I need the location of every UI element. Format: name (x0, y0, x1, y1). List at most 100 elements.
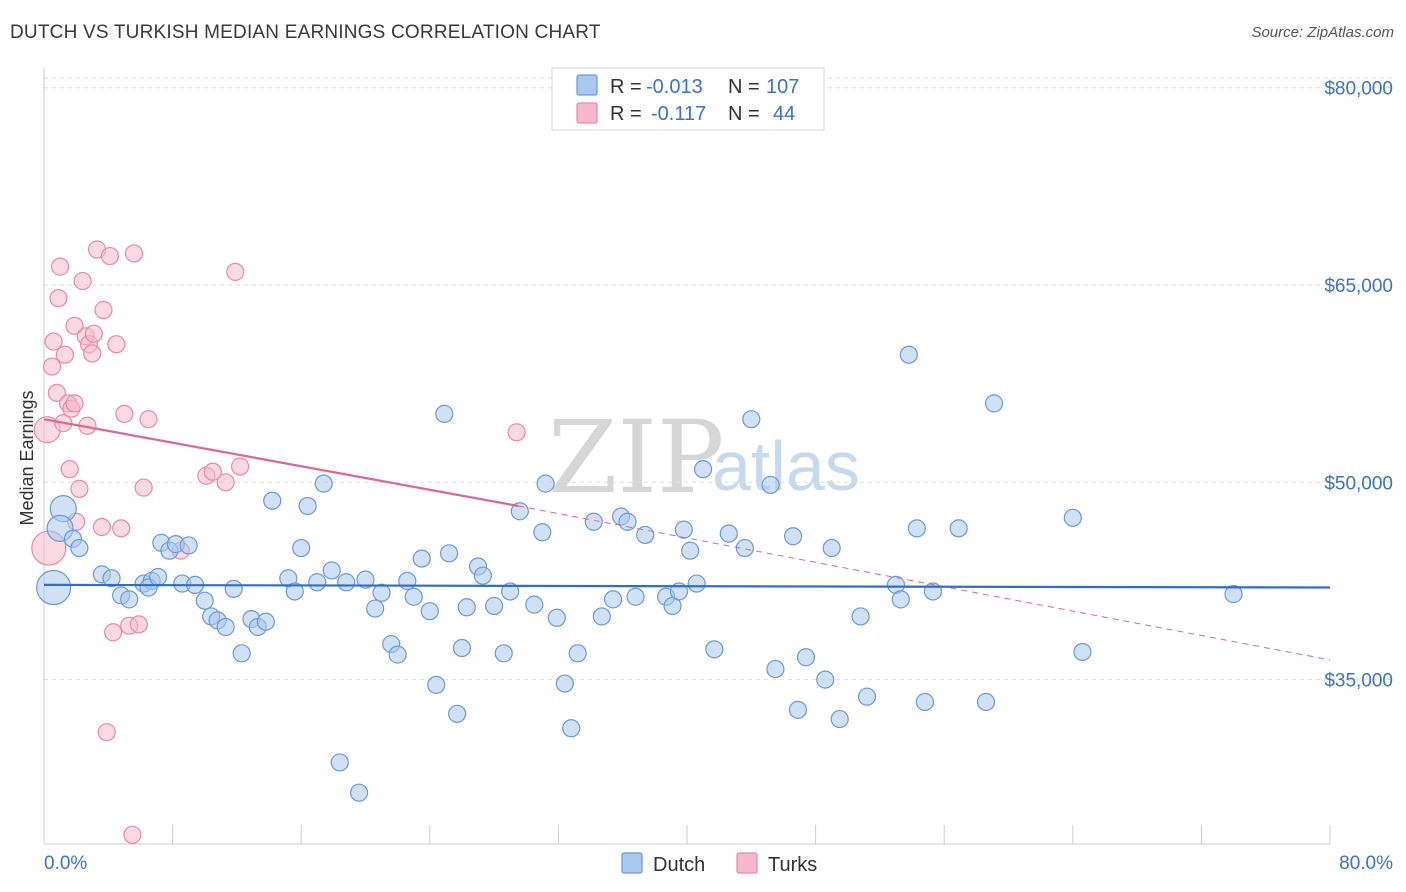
dutch-point (398, 571, 417, 591)
dutch-point (356, 570, 375, 589)
dutch-point (851, 607, 870, 626)
dutch-point (494, 644, 513, 663)
dutch-point (891, 590, 910, 609)
turks-point (129, 615, 148, 634)
dutch-points (36, 345, 1243, 802)
dutch-point (179, 536, 198, 555)
dutch-point (501, 582, 520, 601)
bottom-legend-swatch-dutch (621, 852, 643, 874)
dutch-point (337, 573, 356, 592)
bottom-legend-turks: Turks (768, 854, 817, 876)
y-tick-labels: $35,000 $50,000 $65,000 $80,000 (1324, 79, 1393, 692)
dutch-point (568, 644, 587, 663)
dutch-point (149, 567, 168, 587)
y-tick-label-2: $65,000 (1324, 276, 1393, 297)
watermark: ZIP atlas (548, 399, 860, 516)
dutch-point (120, 590, 139, 609)
dutch-point (1073, 642, 1092, 662)
dutch-point (719, 524, 738, 543)
turks-point (73, 271, 92, 291)
y-tick-label-0: $35,000 (1324, 671, 1393, 692)
turks-trend-line (43, 418, 519, 508)
chart-source: Source: ZipAtlas.com (1251, 24, 1394, 41)
turks-point (123, 825, 142, 844)
legend-swatch-turks (576, 102, 598, 124)
x-tick-label-1: 80.0% (1339, 853, 1393, 874)
turks-trend-dashed (518, 505, 1331, 661)
dutch-point (984, 394, 1004, 413)
dutch-point (473, 566, 492, 585)
turks-point (84, 324, 103, 343)
dutch-point (735, 538, 754, 558)
bottom-legend: Dutch Turks (621, 852, 817, 876)
legend-r-value-dutch: -0.013 (646, 76, 703, 98)
dutch-point (796, 648, 816, 667)
dutch-point (899, 345, 918, 364)
dutch-point (525, 595, 544, 614)
legend-r-label-dutch: R = (610, 76, 642, 98)
x-tick-labels: 0.0% 80.0% (44, 853, 1393, 874)
dutch-point (626, 587, 645, 606)
turks-point (231, 457, 250, 476)
dutch-point (448, 704, 467, 723)
turks-point (60, 460, 79, 479)
dutch-trend-line (43, 583, 1331, 589)
turks-point (134, 478, 153, 497)
dutch-point (285, 582, 304, 601)
dutch-point (314, 474, 333, 493)
dutch-point (349, 783, 369, 802)
turks-point (100, 246, 120, 266)
dutch-point (584, 512, 603, 531)
legend: R = -0.013 N = 107 R = -0.117 N = 44 (551, 67, 825, 131)
dutch-point (533, 523, 552, 542)
legend-n-value-turks: 44 (773, 103, 795, 125)
dutch-point (822, 538, 841, 558)
dutch-point (404, 587, 423, 606)
turks-point (92, 517, 111, 537)
trend-lines (43, 418, 1331, 661)
dutch-point (366, 599, 385, 618)
dutch-point (674, 520, 693, 539)
dutch-point (761, 475, 780, 495)
dutch-point (224, 579, 243, 598)
turks-point (65, 316, 84, 335)
dutch-point (452, 638, 472, 658)
dutch-point (102, 569, 121, 588)
dutch-point (298, 496, 317, 516)
turks-point (70, 479, 89, 498)
dutch-point (705, 640, 724, 659)
turks-point (107, 335, 126, 354)
dutch-point (603, 590, 623, 609)
dutch-point (788, 700, 808, 719)
dutch-point (536, 474, 555, 493)
turks-point (49, 289, 68, 308)
dutch-point (292, 538, 311, 558)
turks-point (42, 357, 62, 376)
dutch-point (330, 753, 349, 772)
dutch-point (216, 617, 235, 637)
dutch-point (915, 692, 935, 712)
dutch-point (256, 612, 275, 631)
dutch-point (195, 591, 214, 610)
turks-point (44, 332, 63, 351)
dutch-point (70, 538, 89, 558)
dutch-point (435, 404, 454, 424)
dutch-point (372, 583, 391, 602)
turks-point (97, 723, 116, 742)
dutch-point (857, 687, 877, 706)
dutch-point (232, 644, 251, 663)
dutch-point (547, 608, 566, 627)
turks-point (216, 473, 235, 492)
legend-swatch-dutch (576, 74, 598, 96)
turks-point (139, 410, 158, 429)
dutch-point (1063, 508, 1082, 527)
dutch-point (976, 692, 996, 712)
legend-n-label-turks: N = (728, 103, 760, 125)
dutch-point (36, 569, 72, 606)
turks-point (83, 344, 102, 363)
legend-n-value-dutch: 107 (766, 76, 799, 98)
dutch-point (412, 549, 431, 568)
axes (43, 68, 1331, 845)
y-tick-label-3: $80,000 (1324, 79, 1393, 100)
turks-point (226, 262, 245, 281)
